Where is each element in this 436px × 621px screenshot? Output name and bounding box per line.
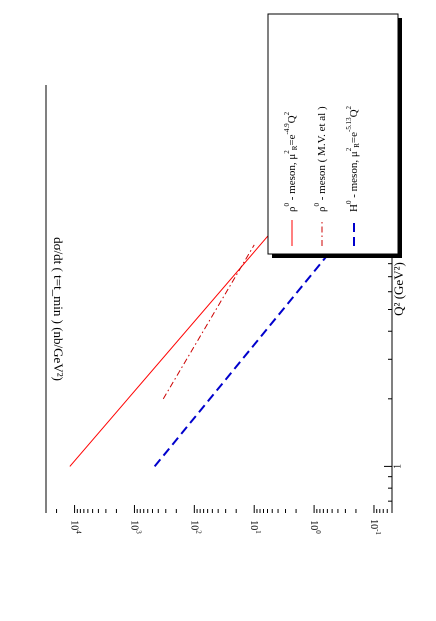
y-tick-label-text: 102 xyxy=(189,520,203,534)
y-tick-label-text: 10-1 xyxy=(368,519,382,535)
y-tick-label-text: 103 xyxy=(129,520,143,534)
y-tick-label-text: 104 xyxy=(69,520,83,534)
legend-label-1: ρ0 - meson, μ2R=e-4.9Q2 xyxy=(283,111,299,212)
plot-area: 11010410310210110010-1Q² (GeV²)dσ/dt ( t… xyxy=(45,84,406,535)
y-tick-label: 102 xyxy=(189,520,203,534)
y-tick-label: 101 xyxy=(249,520,263,534)
legend-label-2: ρ0 - meson ( M.V. et al ) xyxy=(313,106,328,212)
y-tick-label-text: 100 xyxy=(309,520,323,534)
y-tick-label-text: 101 xyxy=(249,520,263,534)
y-tick-label: 10-1 xyxy=(368,519,382,535)
series-line-2 xyxy=(162,244,255,400)
y-tick-label: 103 xyxy=(129,520,143,534)
x-tick-label: 1 xyxy=(393,464,404,469)
legend-box xyxy=(267,13,399,255)
x-axis-title: Q² (GeV²) xyxy=(391,262,406,316)
y-axis-title: dσ/dt ( t=t_min ) (nb/GeV²) xyxy=(51,237,66,381)
y-tick-label: 100 xyxy=(309,520,323,534)
series-line-3 xyxy=(153,183,386,468)
legend-label-3: H0 - meson, μ2R=e-5.13Q2 xyxy=(345,105,361,212)
legend: ρ0 - meson, μ2R=e-4.9Q2 ρ0 - meson ( M.V.… xyxy=(267,13,402,258)
y-tick-label: 104 xyxy=(69,520,83,534)
